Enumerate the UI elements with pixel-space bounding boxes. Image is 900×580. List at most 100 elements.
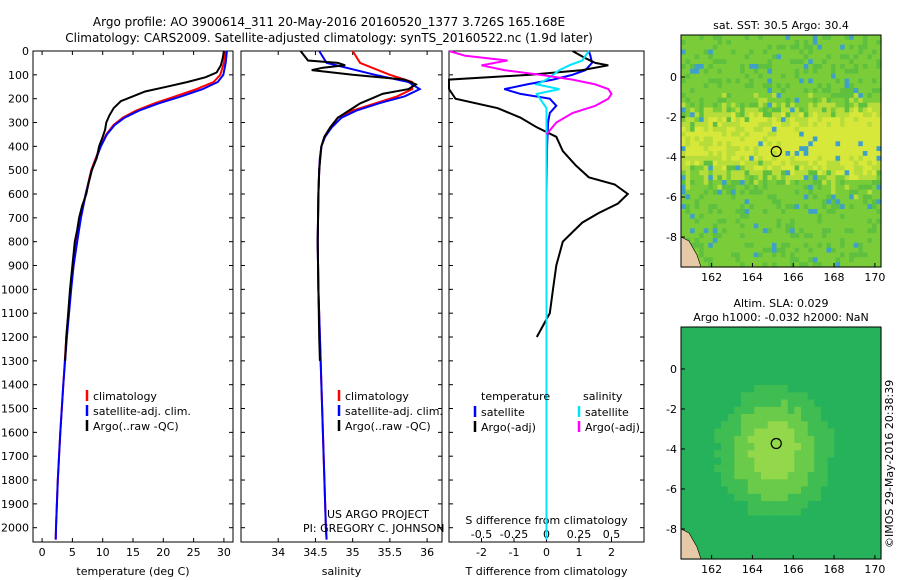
map-cell <box>787 428 795 437</box>
map-cell <box>874 421 882 430</box>
map-cell <box>831 136 837 142</box>
map-cell <box>699 184 705 191</box>
map-cell <box>685 39 691 46</box>
map-cell <box>787 544 795 553</box>
map-cell <box>812 184 818 191</box>
map-cell <box>776 189 782 196</box>
map-cell <box>726 117 732 123</box>
map-cell <box>807 406 815 415</box>
map-cell <box>803 68 809 75</box>
map-cell <box>862 136 868 142</box>
map-cell <box>874 522 882 531</box>
map-cell <box>785 155 791 162</box>
map-cell <box>814 363 822 372</box>
map-cell <box>867 508 875 517</box>
map-cell <box>821 385 829 393</box>
map-cell <box>867 131 873 138</box>
map-cell <box>767 151 773 157</box>
map-cell <box>814 515 822 524</box>
map-cell <box>681 68 687 75</box>
map-cell <box>862 131 868 138</box>
map-cell <box>685 64 691 70</box>
map-cell <box>694 363 702 372</box>
map-cell <box>761 392 769 401</box>
map-cell <box>774 406 782 415</box>
map-cell <box>685 209 691 215</box>
map-cell <box>703 126 709 133</box>
map-cell <box>734 479 742 488</box>
map-cell <box>740 155 746 162</box>
map-cell <box>714 406 722 415</box>
map-cell <box>701 443 709 451</box>
map-cell <box>862 122 868 128</box>
map-cell <box>744 64 750 70</box>
map-cell <box>741 443 749 451</box>
map-cell <box>841 399 849 408</box>
map-cell <box>690 228 696 234</box>
map-cell <box>774 464 782 473</box>
map-cell <box>721 204 727 210</box>
map-cell <box>862 59 868 65</box>
map-cell <box>834 515 842 524</box>
map-cell <box>854 457 862 466</box>
map-cell <box>801 421 809 430</box>
map-cell <box>790 141 796 147</box>
map-cell <box>790 131 796 138</box>
map-cell <box>787 327 795 335</box>
map-cell <box>847 370 855 379</box>
map-cell <box>762 175 768 181</box>
map-cell <box>727 486 735 495</box>
map-cell <box>794 348 802 357</box>
map-cell <box>867 228 873 234</box>
map-cell <box>734 464 742 473</box>
map-cell <box>785 209 791 215</box>
map-cell <box>844 59 850 65</box>
x-tick-label: 20 <box>156 546 170 559</box>
map-cell <box>876 44 882 51</box>
map-cell <box>774 334 782 343</box>
map-cell <box>735 35 741 41</box>
map-cell <box>767 327 775 335</box>
y-tick-label: 500 <box>8 164 29 177</box>
map-cell <box>847 392 855 401</box>
map-cell <box>776 242 782 249</box>
legend-label: satellite <box>585 406 629 419</box>
map-cell <box>831 122 837 128</box>
map-cell <box>753 136 759 142</box>
series-line-0 <box>54 50 227 540</box>
map-cell <box>735 78 741 84</box>
map-cell <box>717 189 723 196</box>
map-cell <box>685 93 691 99</box>
map-cell <box>708 151 714 157</box>
map-cell <box>694 93 700 99</box>
map-cell <box>787 392 795 401</box>
map-cell <box>771 73 777 80</box>
map-cell <box>799 49 805 55</box>
map-cell <box>803 44 809 51</box>
map-cell <box>814 464 822 473</box>
map-cell <box>771 93 777 99</box>
map-cell <box>761 428 769 437</box>
map-cell <box>699 247 705 254</box>
map-cell <box>817 262 823 268</box>
map-cell <box>854 399 862 408</box>
map-cell <box>771 112 777 118</box>
map-cell <box>734 356 742 364</box>
map-cell <box>699 136 705 142</box>
map-cell <box>785 122 791 128</box>
map-cell <box>840 117 846 123</box>
map-cell <box>790 35 796 41</box>
map-cell <box>858 88 864 94</box>
map-cell <box>708 35 714 41</box>
map-cell <box>681 406 689 415</box>
map-cell <box>734 515 742 524</box>
map-cell <box>712 228 718 234</box>
map-cell <box>776 83 782 89</box>
map-cell <box>749 93 755 99</box>
map-cell <box>685 102 691 109</box>
map-cell <box>831 78 837 84</box>
map-cell <box>854 472 862 480</box>
map-cell <box>817 180 823 186</box>
map-cell <box>690 170 696 176</box>
map-cell <box>841 385 849 393</box>
